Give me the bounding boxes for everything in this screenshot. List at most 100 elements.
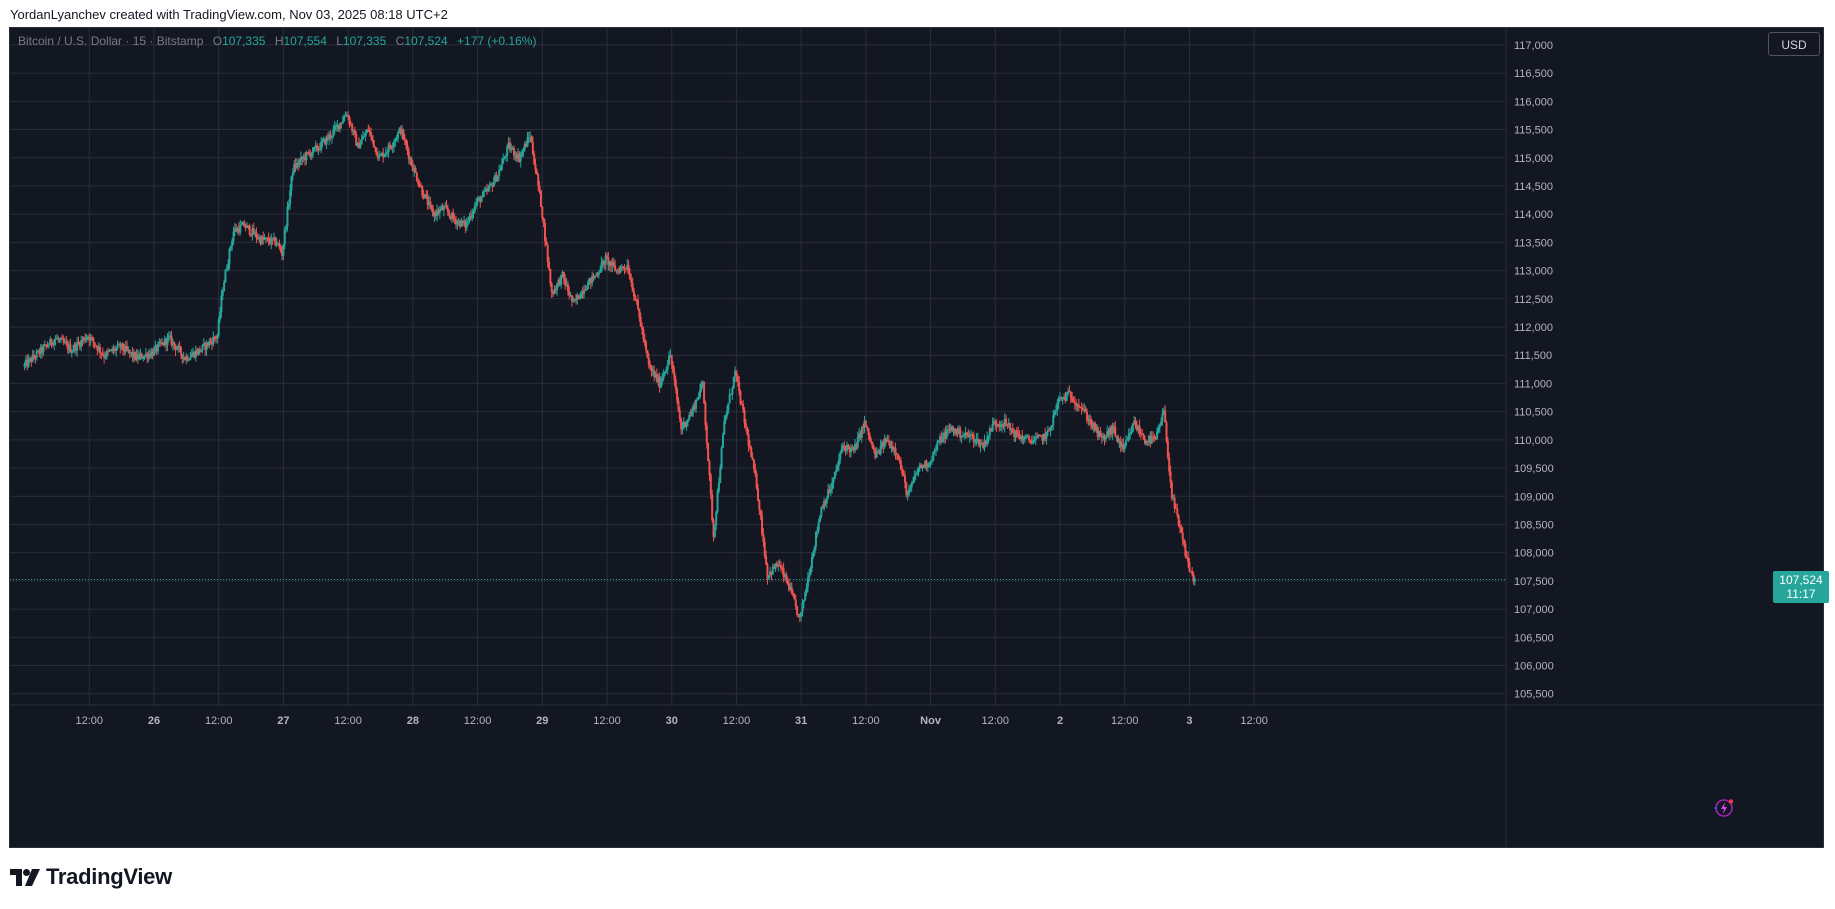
candle-body <box>57 338 60 340</box>
candle-body <box>119 343 122 348</box>
candle-body <box>783 573 786 578</box>
candle-body <box>903 475 906 483</box>
candle-body <box>721 434 724 448</box>
tradingview-logo[interactable]: TradingView <box>10 864 172 890</box>
candle-body <box>329 134 332 138</box>
candle-body <box>632 291 635 297</box>
candle-body <box>1063 396 1066 398</box>
candle-body <box>84 337 87 341</box>
last-price-tag: 107,524 11:17 <box>1773 571 1829 603</box>
candle-body <box>1090 418 1093 425</box>
candle-body <box>281 251 284 256</box>
lightning-bolt-icon[interactable] <box>1713 797 1735 819</box>
y-tick-label: 110,500 <box>1514 407 1553 419</box>
candle-body <box>70 351 73 353</box>
candle-body <box>716 491 719 512</box>
candle-body <box>502 157 505 164</box>
candle-body <box>781 568 784 570</box>
candle-body <box>477 197 480 199</box>
y-tick-label: 109,500 <box>1514 463 1554 475</box>
candle-body <box>174 345 177 350</box>
candle-body <box>1087 420 1090 422</box>
legend-low-label: L <box>336 34 343 48</box>
candle-body <box>1073 402 1076 404</box>
candle-body <box>411 165 414 172</box>
chart-panel[interactable]: 105,500 106,000 106,500 107,000 107,500 108,0… <box>9 27 1829 848</box>
candle-body <box>97 346 100 351</box>
candle-body <box>646 350 649 358</box>
candle-body <box>1125 440 1128 446</box>
candle-body <box>361 136 364 140</box>
candle-body <box>496 175 499 182</box>
candle-body <box>285 226 288 230</box>
candle-body <box>839 452 842 460</box>
candle-body <box>425 194 428 197</box>
candle-body <box>1138 425 1141 434</box>
candle-body <box>688 414 691 420</box>
candle-body <box>169 335 172 337</box>
candle-body <box>1177 515 1180 526</box>
candle-body <box>277 243 280 245</box>
candle-body <box>930 460 933 462</box>
x-tick-label: 12:00 <box>593 715 621 727</box>
candle-body <box>103 354 106 358</box>
y-tick-label: 112,500 <box>1514 294 1553 306</box>
candle-body <box>1139 433 1142 435</box>
candle-body <box>410 158 413 166</box>
candle-body <box>650 367 653 372</box>
candle-body <box>1158 425 1161 428</box>
candle-body <box>395 138 398 140</box>
candle-body <box>797 614 800 616</box>
candle-body <box>406 145 409 152</box>
candlestick-chart[interactable]: 105,500 106,000 106,500 107,000 107,500 108,0… <box>10 28 1823 847</box>
candle-body <box>905 482 908 496</box>
candle-body <box>808 575 811 578</box>
candle-body <box>515 155 518 160</box>
candle-body <box>449 215 452 220</box>
candle-body <box>372 139 375 148</box>
candle-body <box>82 337 85 341</box>
candle-body <box>988 428 991 436</box>
candle-body <box>887 440 890 442</box>
x-tick-label: 27 <box>277 715 289 727</box>
candle-body <box>161 342 164 344</box>
candle-body <box>870 440 873 443</box>
candle-body <box>1013 432 1016 438</box>
candle-body <box>790 586 793 594</box>
candle-body <box>916 472 919 475</box>
candle-body <box>77 341 80 343</box>
candle-body <box>565 283 568 286</box>
candle-body <box>271 237 274 240</box>
candle-body <box>1038 434 1041 436</box>
candle-body <box>605 255 608 258</box>
candle-body <box>832 478 835 483</box>
x-tick-label: 12:00 <box>464 715 492 727</box>
candle-body <box>863 420 866 428</box>
candle-body <box>1108 427 1111 436</box>
candle-body <box>589 277 592 284</box>
candle-body <box>926 466 929 468</box>
candle-body <box>387 144 390 153</box>
candle-body <box>736 376 739 382</box>
candle-body <box>143 355 146 358</box>
candle-body <box>717 482 720 492</box>
candle-body <box>1183 539 1186 544</box>
candle-body <box>735 370 738 377</box>
currency-button[interactable]: USD <box>1768 32 1820 56</box>
candle-body <box>670 355 673 365</box>
candle-body <box>1061 397 1064 399</box>
candle-body <box>943 432 946 439</box>
candle-body <box>330 135 333 138</box>
candle-body <box>573 299 576 301</box>
candle-body <box>998 424 1001 427</box>
candle-body <box>1173 497 1176 509</box>
candle-body <box>1067 391 1070 394</box>
candle-body <box>1110 427 1113 434</box>
y-tick-label: 105,500 <box>1514 689 1554 701</box>
candle-body <box>674 379 677 390</box>
candle-body <box>213 336 216 339</box>
candle-body <box>135 354 138 360</box>
candle-body <box>746 427 749 435</box>
candle-body <box>1149 435 1152 444</box>
candle-body <box>875 451 878 458</box>
